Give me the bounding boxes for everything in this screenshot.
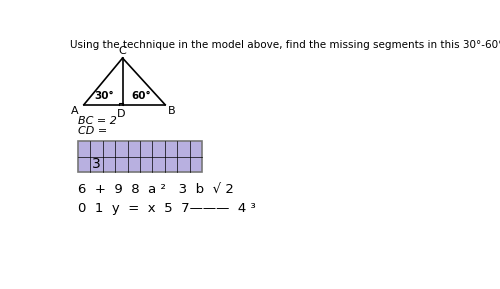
- Text: Using the technique in the model above, find the missing segments in this 30°-60: Using the technique in the model above, …: [70, 40, 500, 50]
- Text: C: C: [118, 46, 126, 56]
- Text: 3: 3: [92, 157, 101, 171]
- Text: D: D: [117, 109, 126, 118]
- Text: CD =: CD =: [78, 127, 107, 136]
- Text: B: B: [168, 106, 175, 116]
- Bar: [78, 142, 202, 172]
- Text: 0  1  y  =  x  5  7———  4 ³: 0 1 y = x 5 7——— 4 ³: [78, 202, 256, 215]
- Text: BC = 2: BC = 2: [78, 116, 117, 127]
- Text: 30°: 30°: [94, 91, 114, 101]
- Bar: [78, 142, 202, 172]
- Text: 6  +  9  8  a ²   3  b  √ 2: 6 + 9 8 a ² 3 b √ 2: [78, 183, 234, 196]
- Text: 60°: 60°: [132, 91, 151, 101]
- Text: A: A: [71, 106, 79, 116]
